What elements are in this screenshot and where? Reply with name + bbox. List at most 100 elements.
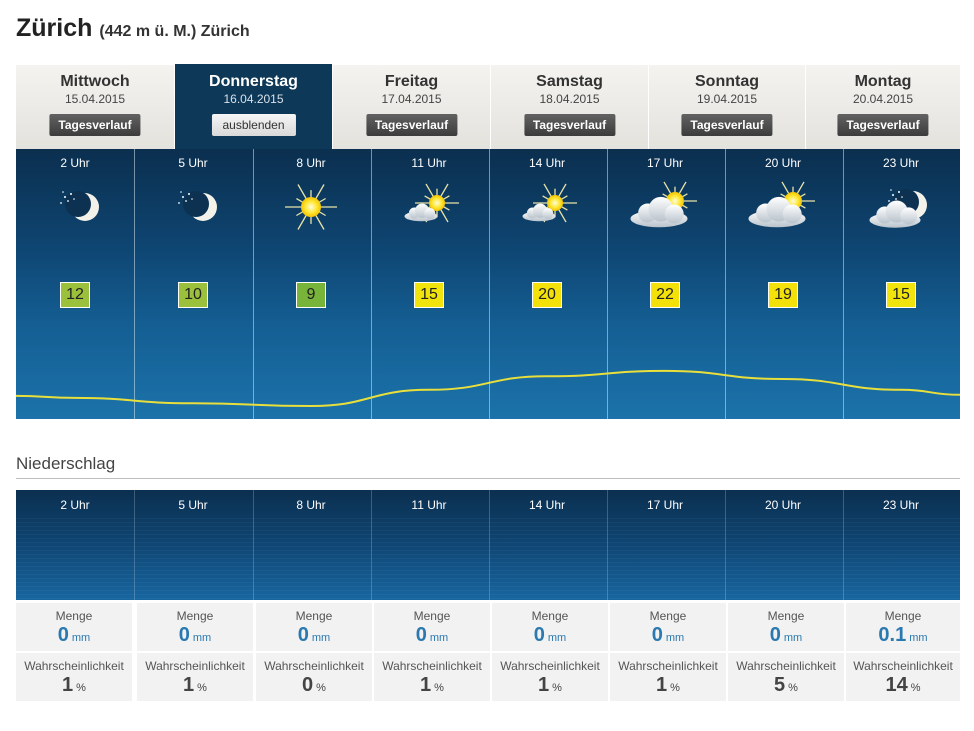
tab-mittwoch[interactable]: Mittwoch 15.04.2015 Tagesverlauf bbox=[16, 65, 174, 149]
precip-hour-label: 5 Uhr bbox=[178, 498, 208, 512]
probability-unit: % bbox=[910, 682, 921, 694]
probability-label: Wahrscheinlichkeit bbox=[853, 659, 953, 673]
precip-amount-cell: Menge 0 mm bbox=[492, 603, 608, 651]
precip-amount-cell: Menge 0 mm bbox=[728, 603, 844, 651]
amount-value: 0 bbox=[178, 624, 190, 646]
column-divider bbox=[489, 490, 490, 600]
day-course-button[interactable]: Tagesverlauf bbox=[49, 114, 141, 136]
sun-small-cloud-icon bbox=[507, 177, 587, 242]
column-divider bbox=[134, 149, 135, 419]
tab-samstag[interactable]: Samstag 18.04.2015 Tagesverlauf bbox=[491, 65, 648, 149]
probability-unit: % bbox=[316, 682, 326, 694]
probability-label: Wahrscheinlichkeit bbox=[382, 659, 482, 673]
precip-amount-cell: Menge 0 mm bbox=[137, 603, 253, 651]
amount-value: 0 bbox=[651, 624, 663, 646]
tab-date-label: 17.04.2015 bbox=[381, 92, 442, 106]
temperature-curve-chart bbox=[16, 369, 960, 408]
location-detail: (442 m ü. M.) Zürich bbox=[99, 23, 250, 40]
probability-label: Wahrscheinlichkeit bbox=[618, 659, 718, 673]
precip-amount-cell: Menge 0.1 mm bbox=[846, 603, 960, 651]
tab-sonntag[interactable]: Sonntag 19.04.2015 Tagesverlauf bbox=[649, 65, 805, 149]
probability-value: 14 bbox=[885, 674, 908, 696]
precip-probability-cell: Wahrscheinlichkeit 1% bbox=[492, 653, 608, 701]
temperature-badge: 15 bbox=[886, 282, 916, 308]
precip-hour-label: 20 Uhr bbox=[764, 498, 802, 512]
tab-date-label: 16.04.2015 bbox=[223, 92, 284, 106]
hour-label: 8 Uhr bbox=[296, 156, 326, 170]
amount-unit: mm bbox=[192, 632, 212, 644]
column-divider bbox=[725, 149, 726, 419]
precip-probability-cell: Wahrscheinlichkeit 0% bbox=[256, 653, 372, 701]
probability-value: 1 bbox=[420, 674, 432, 696]
probability-unit: % bbox=[434, 682, 444, 694]
moon-clear-icon bbox=[35, 177, 115, 242]
amount-unit: mm bbox=[547, 632, 567, 644]
tab-day-label: Sonntag bbox=[695, 73, 759, 90]
column-divider bbox=[371, 490, 372, 600]
hour-label: 2 Uhr bbox=[60, 156, 90, 170]
probability-value: 1 bbox=[656, 674, 668, 696]
tab-date-label: 18.04.2015 bbox=[539, 92, 600, 106]
day-course-button[interactable]: Tagesverlauf bbox=[681, 114, 773, 136]
precip-amount-cell: Menge 0 mm bbox=[374, 603, 490, 651]
amount-unit: mm bbox=[909, 632, 928, 644]
amount-value: 0 bbox=[769, 624, 781, 646]
hour-label: 20 Uhr bbox=[764, 156, 802, 170]
column-divider bbox=[253, 490, 254, 600]
amount-label: Menge bbox=[55, 609, 93, 623]
amount-value: 0 bbox=[57, 624, 69, 646]
temperature-badge: 15 bbox=[414, 282, 444, 308]
probability-unit: % bbox=[76, 682, 86, 694]
probability-label: Wahrscheinlichkeit bbox=[500, 659, 600, 673]
temperature-badge: 19 bbox=[768, 282, 798, 308]
tab-date-label: 20.04.2015 bbox=[852, 92, 914, 106]
day-tabs: Mittwoch 15.04.2015 Tagesverlauf Donnerstag… bbox=[16, 64, 960, 149]
amount-unit: mm bbox=[429, 632, 449, 644]
precipitation-background bbox=[16, 518, 960, 600]
amount-unit: mm bbox=[665, 632, 685, 644]
column-divider bbox=[489, 149, 490, 419]
column-divider bbox=[607, 149, 608, 419]
day-course-button[interactable]: Tagesverlauf bbox=[523, 114, 616, 136]
day-course-button[interactable]: Tagesverlauf bbox=[365, 114, 458, 136]
precip-probability-cell: Wahrscheinlichkeit 5% bbox=[728, 653, 844, 701]
tab-freitag[interactable]: Freitag 17.04.2015 Tagesverlauf bbox=[333, 65, 490, 149]
amount-label: Menge bbox=[767, 609, 805, 623]
hour-label: 5 Uhr bbox=[178, 156, 208, 170]
temperature-badge: 9 bbox=[296, 282, 326, 308]
probability-label: Wahrscheinlichkeit bbox=[24, 659, 124, 673]
temperature-badge: 10 bbox=[178, 282, 208, 308]
tab-donnerstag[interactable]: Donnerstag 16.04.2015 ausblenden bbox=[175, 64, 332, 149]
probability-value: 0 bbox=[302, 674, 314, 696]
hour-label: 11 Uhr bbox=[411, 156, 447, 170]
precip-hour-label: 2 Uhr bbox=[60, 498, 90, 512]
temperature-badge: 12 bbox=[60, 282, 90, 308]
precip-hour-label: 11 Uhr bbox=[411, 498, 447, 512]
hour-label: 23 Uhr bbox=[882, 156, 920, 170]
probability-unit: % bbox=[552, 682, 562, 694]
amount-value: 0 bbox=[533, 624, 545, 646]
amount-label: Menge bbox=[531, 609, 569, 623]
amount-value: 0 bbox=[415, 624, 427, 646]
temperature-forecast-panel: 2 Uhr 12 5 Uhr 10 8 Uhr 9 11 Uhr 15 14 Uhr 20 17 U… bbox=[16, 149, 960, 419]
hour-label: 17 Uhr bbox=[646, 156, 684, 170]
temperature-badge: 22 bbox=[650, 282, 680, 308]
probability-unit: % bbox=[670, 682, 680, 694]
precipitation-panel: 2 Uhr 5 Uhr 8 Uhr 11 Uhr 14 Uhr 17 Uhr 20 Uhr 2… bbox=[16, 490, 960, 600]
tab-montag[interactable]: Montag 20.04.2015 Tagesverlauf bbox=[806, 65, 960, 149]
precip-amount-cell: Menge 0 mm bbox=[256, 603, 372, 651]
probability-value: 1 bbox=[183, 674, 195, 696]
moon-cloud-icon bbox=[861, 177, 941, 242]
sun-small-cloud-icon bbox=[389, 177, 469, 242]
hide-button[interactable]: ausblenden bbox=[211, 114, 296, 136]
precip-probability-cell: Wahrscheinlichkeit 1% bbox=[16, 653, 132, 701]
amount-label: Menge bbox=[295, 609, 333, 623]
column-divider bbox=[843, 149, 844, 419]
day-course-button[interactable]: Tagesverlauf bbox=[837, 114, 929, 136]
tab-day-label: Mittwoch bbox=[60, 73, 130, 90]
column-divider bbox=[843, 490, 844, 600]
sun-cloud-icon bbox=[625, 177, 705, 242]
column-divider bbox=[253, 149, 254, 419]
amount-value: 0 bbox=[297, 624, 309, 646]
precip-hour-label: 8 Uhr bbox=[296, 498, 326, 512]
